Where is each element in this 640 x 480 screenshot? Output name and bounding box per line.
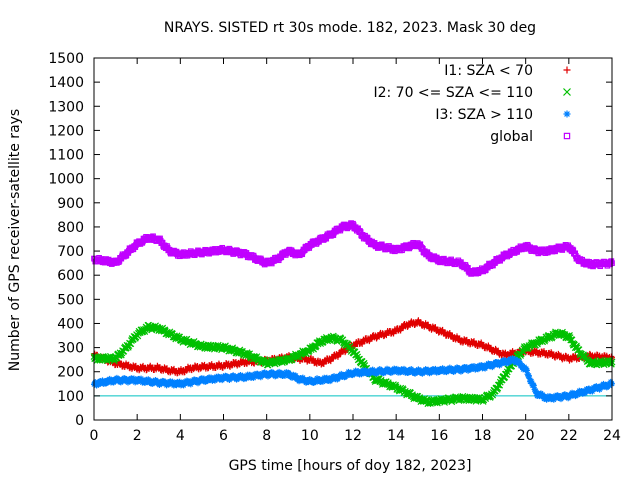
data-point — [229, 362, 236, 369]
data-points-layer — [90, 220, 616, 408]
data-point-glyph — [229, 362, 236, 369]
